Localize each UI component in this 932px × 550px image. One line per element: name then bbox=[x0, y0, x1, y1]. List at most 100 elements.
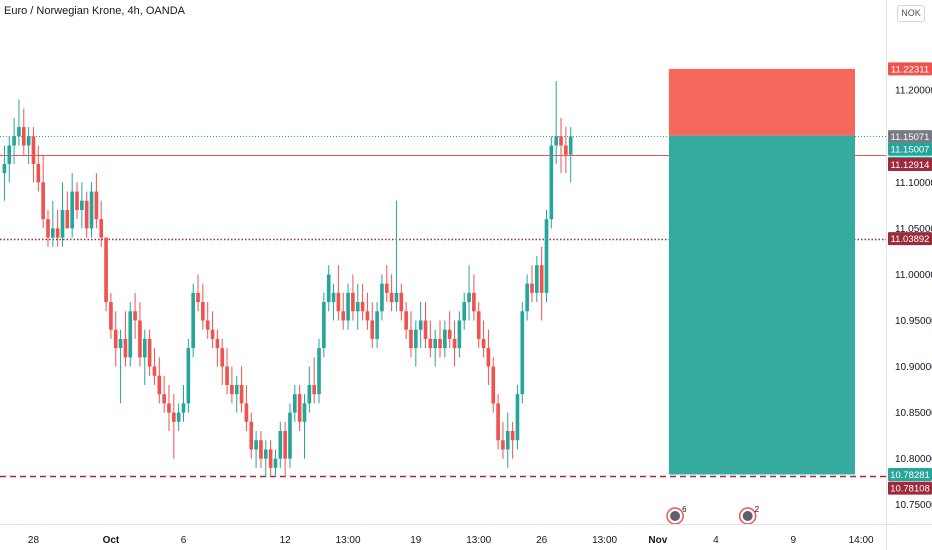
candle-body bbox=[147, 338, 152, 367]
candle bbox=[481, 320, 486, 358]
candle bbox=[46, 209, 50, 247]
price-label-level: 11.12914 bbox=[891, 160, 930, 171]
candle bbox=[55, 209, 60, 247]
candle bbox=[486, 329, 491, 385]
candle bbox=[210, 311, 215, 349]
candle-body bbox=[31, 136, 36, 164]
x-tick-label: 19 bbox=[410, 535, 422, 546]
candle-body bbox=[113, 329, 118, 349]
candle bbox=[336, 265, 341, 321]
candle-body bbox=[225, 366, 229, 385]
y-tick-label: 10.80000 bbox=[895, 454, 932, 465]
candle-body bbox=[559, 136, 563, 146]
candle-body bbox=[336, 292, 341, 312]
candle-body bbox=[317, 348, 321, 395]
price-label-entry: 11.15071 bbox=[891, 132, 930, 143]
event-flag-icon bbox=[670, 511, 681, 521]
candle bbox=[380, 274, 384, 321]
candle-body bbox=[476, 311, 481, 339]
event-marker[interactable]: 6 bbox=[666, 505, 687, 525]
candle-body bbox=[351, 292, 355, 312]
candle bbox=[7, 136, 12, 183]
candle bbox=[535, 256, 539, 303]
candle-body bbox=[133, 311, 137, 321]
candle bbox=[293, 384, 297, 422]
candle-body bbox=[239, 384, 244, 404]
x-tick-label: 13:00 bbox=[466, 535, 491, 546]
candle-body bbox=[515, 394, 520, 441]
y-tick-label: 10.75000 bbox=[895, 500, 932, 511]
candle-body bbox=[491, 366, 496, 404]
candle bbox=[142, 329, 147, 385]
candle-body bbox=[293, 394, 297, 413]
candle-body bbox=[297, 394, 302, 422]
y-tick-label: 11.00000 bbox=[895, 270, 932, 281]
candle bbox=[41, 154, 45, 229]
candle bbox=[355, 283, 360, 330]
candle bbox=[404, 302, 408, 339]
candle-body bbox=[404, 311, 408, 330]
candle bbox=[375, 302, 379, 349]
candle bbox=[186, 338, 191, 413]
candle bbox=[447, 311, 452, 349]
candle-body bbox=[346, 292, 350, 321]
candle-body bbox=[230, 384, 234, 395]
candle-body bbox=[510, 431, 515, 441]
candle-body bbox=[307, 384, 312, 404]
event-count: 6 bbox=[682, 505, 687, 514]
candle bbox=[205, 302, 210, 339]
x-tick-label: 28 bbox=[28, 535, 40, 546]
stop-loss-zone[interactable] bbox=[668, 68, 855, 136]
x-tick-label: Oct bbox=[103, 535, 120, 546]
candle bbox=[331, 283, 336, 321]
candle-body bbox=[472, 292, 476, 312]
candle bbox=[365, 292, 370, 330]
candle-body bbox=[278, 431, 283, 459]
candle bbox=[239, 366, 244, 413]
candle bbox=[94, 173, 99, 229]
candle-body bbox=[384, 283, 389, 293]
candle-body bbox=[322, 302, 326, 349]
candle bbox=[467, 265, 471, 321]
x-tick-label: 13:00 bbox=[592, 535, 617, 546]
candle bbox=[505, 412, 510, 468]
y-tick-label: 11.20000 bbox=[895, 86, 932, 97]
price-axis[interactable]: 11.2000011.1500011.1000011.0500011.00000… bbox=[886, 0, 932, 550]
candle-body bbox=[138, 320, 142, 358]
candle-body bbox=[452, 338, 457, 349]
candle-body bbox=[467, 292, 471, 303]
candle-body bbox=[167, 403, 171, 413]
price-label-last: 11.15007 bbox=[891, 145, 930, 156]
candle-body bbox=[535, 265, 539, 293]
candle-body bbox=[423, 320, 428, 339]
candle bbox=[322, 292, 326, 358]
candle bbox=[443, 320, 447, 358]
candle bbox=[462, 292, 467, 330]
event-marker[interactable]: 2 bbox=[738, 505, 760, 525]
candle-body bbox=[520, 311, 525, 395]
candle-body bbox=[505, 431, 510, 450]
short-position-tool[interactable] bbox=[668, 68, 855, 475]
candle-body bbox=[409, 329, 413, 349]
candle-body bbox=[220, 348, 225, 367]
candle bbox=[176, 403, 181, 432]
candle-body bbox=[181, 403, 186, 413]
time-axis[interactable]: 28 Oct 6 12 13:00 19 13:00 26 13:00 Nov 4 9 14:00 bbox=[0, 524, 932, 547]
currency-button[interactable]: NOK bbox=[897, 5, 925, 22]
x-tick-label: 26 bbox=[536, 535, 548, 546]
candle bbox=[423, 302, 428, 349]
take-profit-zone[interactable] bbox=[668, 135, 855, 475]
candle-body bbox=[55, 228, 60, 238]
candle-body bbox=[201, 302, 205, 321]
candle-body bbox=[36, 163, 41, 183]
candle-body bbox=[12, 136, 16, 146]
candle-body bbox=[249, 421, 254, 450]
candle-body bbox=[438, 338, 442, 349]
candle-body bbox=[273, 458, 278, 468]
candle-body bbox=[254, 440, 258, 450]
candle bbox=[31, 127, 36, 183]
x-tick-label: 14:00 bbox=[849, 535, 874, 546]
